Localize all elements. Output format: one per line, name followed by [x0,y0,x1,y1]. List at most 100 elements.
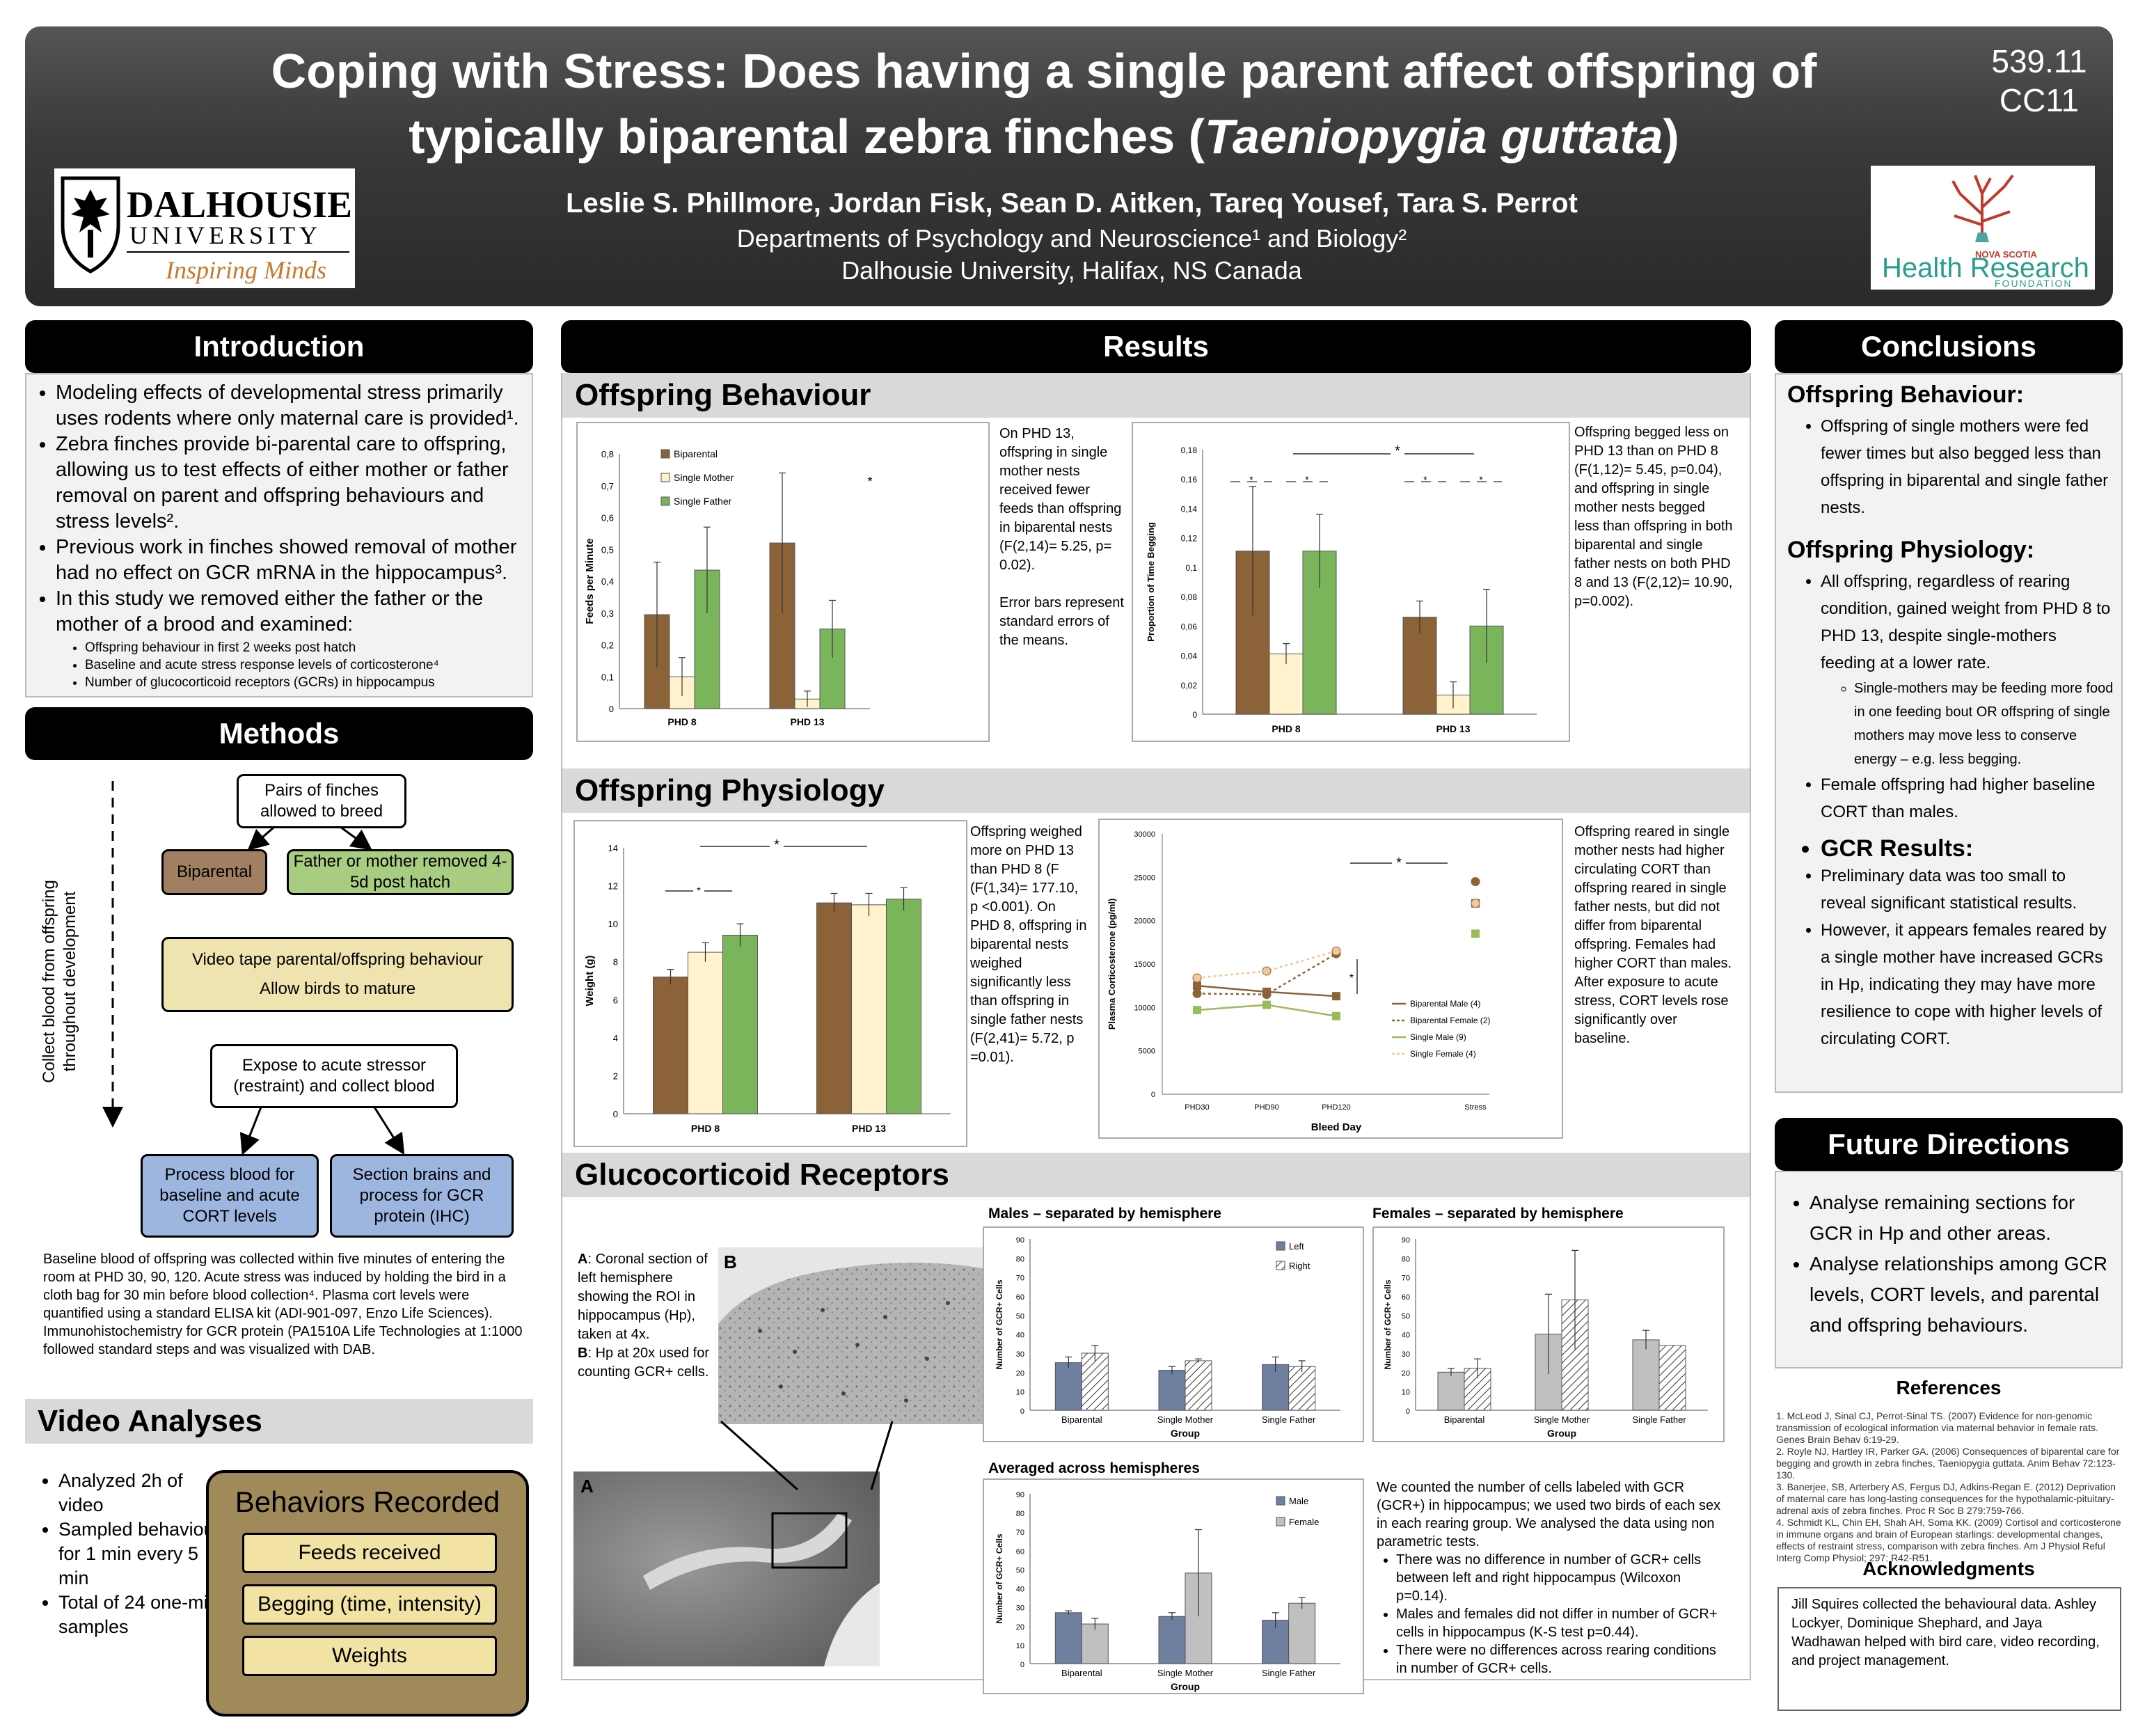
y-tick-label: 60 [1016,1547,1024,1556]
methods-paragraph: Baseline blood of offspring was collecte… [43,1252,523,1357]
males-title: Males – separated by hemisphere [988,1206,1221,1222]
legend-swatch [1276,1241,1285,1251]
y-tick-label: 10 [1016,1642,1024,1650]
y-tick-label: 0,6 [601,513,614,523]
y-axis-label: Proportion of Time Begging [1146,522,1156,642]
dalhousie-logo: DALHOUSIE UNIVERSITY Inspiring Minds [54,168,355,288]
y-tick-label: 0,18 [1181,445,1198,455]
x-tick-label: PHD 13 [790,716,824,727]
y-tick-label: 40 [1402,1332,1410,1340]
significance-star: * [697,885,701,896]
references-heading: References [1896,1377,2002,1398]
results-heading: Results [561,320,1751,373]
significance-star: * [1423,474,1427,485]
females-title: Females – separated by hemisphere [1372,1206,1624,1222]
y-tick-label: 0,5 [601,544,614,555]
y-tick-label: 20000 [1134,917,1155,926]
y-tick-label: 90 [1402,1236,1410,1245]
y-tick-label: 0,4 [601,576,614,587]
behavior-item: Begging (time, intensity) [242,1584,497,1625]
svg-text:B: B [724,1252,737,1272]
legend-label: Left [1289,1241,1304,1252]
data-point [1262,990,1272,1000]
x-tick-label: Single Father [1262,1414,1316,1425]
cort-chart: 0 5000 10000 15000 20000 25000 30000 PHD30 PHD90… [1098,819,1563,1139]
data-point [1471,929,1480,938]
legend-label: Single Female (4) [1410,1049,1476,1059]
y-tick-label: 30 [1402,1350,1410,1359]
authors: Leslie S. Phillmore, Jordan Fisk, Sean D… [566,188,1578,219]
y-tick-label: 10 [1016,1389,1024,1397]
nshrf-logo: NOVA SCOTIA Health Research FOUNDATION [1871,166,2095,290]
zoom-lines [720,1420,894,1491]
data-point [1192,988,1202,998]
flow-process-blood: Process blood for baseline and acute COR… [141,1154,319,1238]
y-tick-label: 60 [1016,1293,1024,1302]
y-tick-label: 90 [1016,1236,1024,1245]
conclusion-behaviour-head: Offspring Behaviour: [1787,381,2025,408]
y-tick-label: 20 [1016,1623,1024,1632]
bar [688,952,723,1114]
y-tick-label: 0,16 [1181,475,1198,484]
y-tick-label: 0,02 [1181,681,1198,691]
svg-text:FOUNDATION: FOUNDATION [1995,278,2073,289]
bar [1288,1602,1316,1664]
intro-bullet: Previous work in finches showed removal … [56,535,532,586]
averaged-title: Averaged across hemispheres [988,1460,1200,1476]
flow-biparental: Biparental [161,849,267,895]
side-label: Collect blood from offspring throughout d… [40,880,79,1083]
data-point [1471,877,1480,887]
y-axis-label: Number of GCR+ Cells [995,1279,1004,1369]
data-point [1471,899,1480,908]
x-tick-label: PHD90 [1254,1103,1278,1112]
data-point [1192,973,1202,983]
acknowledgments-box: Jill Squires collected the behavioural d… [1777,1587,2121,1711]
title-line-1: Coping with Stress: Does having a single… [271,44,1817,98]
y-tick-label: 0 [1192,710,1197,720]
bar [1185,1360,1212,1411]
future-box: Analyse remaining sections for GCR in Hp… [1775,1171,2123,1368]
y-tick-label: 0,14 [1181,504,1198,514]
weight-chart: 0 2 4 6 8 10 12 14 PHD 8 PHD 13 Weight (g) * * [573,820,967,1147]
legend-label: Biparental Male (4) [1410,999,1480,1009]
y-tick-label: 10 [1402,1389,1410,1397]
behavior-item: Weights [242,1636,497,1676]
bar [1158,1370,1186,1411]
y-tick-label: 2 [613,1071,618,1081]
bar [1054,1362,1082,1411]
y-tick-label: 70 [1016,1275,1024,1283]
bar [1437,1371,1465,1411]
cort-text: Offspring reared in single mother nests … [1574,824,1732,1046]
y-tick-label: 8 [613,957,618,968]
x-axis-label: Group [1171,1681,1200,1692]
data-point [1332,992,1340,1001]
y-tick-label: 0,12 [1181,534,1198,544]
acknowledgments-heading: Acknowledgments [1862,1558,2035,1579]
significance-star: * [867,475,872,489]
legend-label: Biparental Female (2) [1410,1016,1490,1025]
data-point [1193,1006,1201,1015]
behaviour-heading: Offspring Behaviour [562,373,1750,418]
x-tick-label: Biparental [1061,1668,1102,1678]
legend-swatch [1276,1261,1285,1270]
methods-heading: Methods [25,707,533,760]
feeds-text: On PHD 13, offspring in single mother ne… [999,426,1124,648]
bar [1081,1623,1109,1664]
legend-swatch [660,473,670,482]
y-tick-label: 80 [1016,1255,1024,1263]
averaged-chart: 0 10 20 30 40 50 60 70 80 90 Biparental Single Moth… [983,1478,1364,1694]
y-tick-label: 0,08 [1181,592,1198,602]
y-tick-label: 70 [1016,1529,1024,1537]
y-tick-label: 0 [609,704,614,714]
y-tick-label: 0,7 [601,481,614,491]
y-tick-label: 40 [1016,1586,1024,1594]
x-tick-label: Single Father [1632,1414,1686,1425]
y-tick-label: 25000 [1134,874,1155,882]
y-tick-label: 60 [1402,1293,1410,1302]
y-tick-label: 0,1 [1185,563,1197,573]
behaviors-recorded-box: Behaviors Recorded Feeds received Beggin… [206,1470,529,1717]
significance-star: * [1305,474,1309,485]
x-tick-label: PHD 13 [852,1123,886,1134]
conclusion-gcr-head: GCR Results: [1821,835,2114,862]
flow-removed: Father or mother removed 4-5d post hatch [287,849,514,895]
